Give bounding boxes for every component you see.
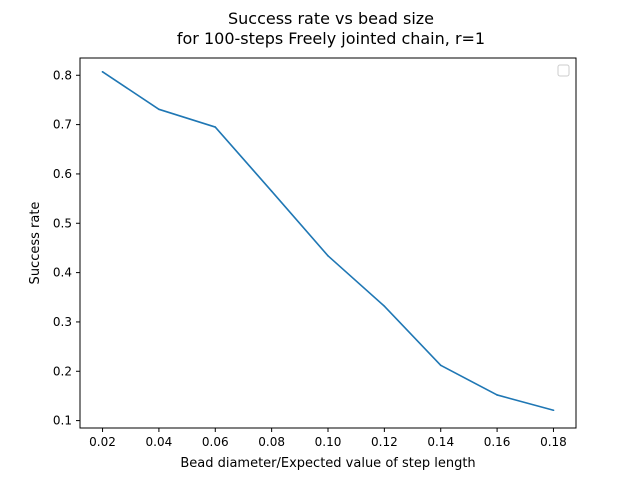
x-tick-label: 0.10: [315, 435, 342, 449]
x-tick-label: 0.04: [146, 435, 173, 449]
series-layer: [101, 71, 555, 412]
data-point: [327, 255, 329, 257]
x-tick-label: 0.12: [371, 435, 398, 449]
data-point: [552, 409, 555, 412]
data-point: [383, 305, 386, 307]
x-tick-label: 0.06: [202, 435, 229, 449]
y-tick-label: 0.6: [53, 167, 72, 181]
y-tick-label: 0.7: [53, 118, 72, 132]
data-point: [158, 108, 160, 111]
data-point: [101, 71, 104, 73]
y-tick-label: 0.2: [53, 364, 72, 378]
plot-frame: [79, 57, 577, 429]
x-tick-label: 0.08: [258, 435, 285, 449]
data-point: [270, 190, 273, 192]
data-point: [439, 364, 442, 367]
chart-subtitle: for 100-steps Freely jointed chain, r=1: [177, 29, 485, 48]
y-tick-label: 0.8: [53, 68, 72, 82]
x-tick-label: 0.02: [89, 435, 116, 449]
legend-box: [557, 64, 570, 77]
y-tick-label: 0.4: [53, 266, 72, 280]
x-tick-label: 0.16: [484, 435, 511, 449]
y-axis-label: Success rate: [28, 202, 43, 285]
chart-title: Success rate vs bead size: [228, 9, 434, 28]
y-tick-label: 0.5: [53, 216, 72, 230]
x-axis-label: Bead diameter/Expected value of step len…: [180, 456, 475, 471]
y-tick-label: 0.1: [53, 414, 72, 428]
x-tick-label: 0.18: [540, 435, 567, 449]
axis-ticks: 0.02 0.04 0.06 0.08 0.10 0.12 0.14 0.16 0.18 0.1 0…: [53, 68, 567, 449]
y-tick-label: 0.3: [53, 315, 72, 329]
x-tick-label: 0.14: [427, 435, 454, 449]
data-point: [496, 394, 498, 396]
data-point: [214, 126, 217, 128]
